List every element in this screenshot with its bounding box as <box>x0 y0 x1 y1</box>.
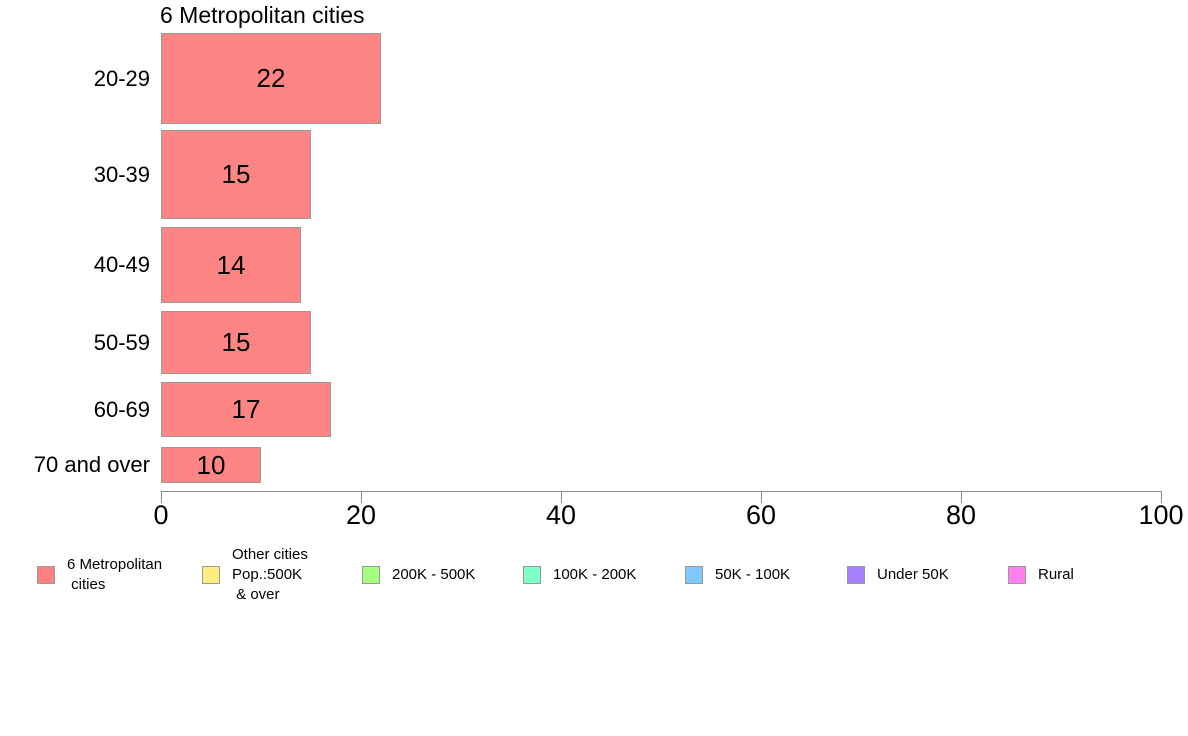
x-axis-tick-label: 80 <box>945 500 977 530</box>
x-axis-tick <box>161 491 162 503</box>
category-label: 60-69 <box>93 396 150 422</box>
x-axis-tick <box>761 491 762 503</box>
legend-swatch <box>362 566 380 584</box>
x-axis-tick <box>961 491 962 503</box>
legend-item-label: Other cities Pop.:500K & over <box>232 546 308 603</box>
bar <box>161 227 301 303</box>
bar-value-label: 15 <box>221 159 251 189</box>
legend-swatch <box>523 566 541 584</box>
x-axis-tick-label: 0 <box>153 500 169 530</box>
bar-value-label: 15 <box>221 327 251 357</box>
x-axis-line <box>161 491 1161 492</box>
x-axis-tick-label: 60 <box>745 500 777 530</box>
x-axis-tick <box>561 491 562 503</box>
category-label: 50-59 <box>93 329 150 355</box>
x-axis-tick-label: 100 <box>1138 500 1184 530</box>
category-label: 40-49 <box>93 252 150 277</box>
category-label: 20-29 <box>93 65 150 91</box>
bar <box>161 311 311 374</box>
legend-swatch <box>202 566 220 584</box>
legend-item-label: 200K - 500K <box>392 566 476 583</box>
bar <box>161 382 331 437</box>
chart-title: 6 Metropolitan cities <box>160 2 365 28</box>
legend-item-label: 50K - 100K <box>715 566 791 583</box>
bar-value-label: 14 <box>216 249 246 280</box>
legend-swatch <box>685 566 703 584</box>
bar-value-label: 17 <box>231 394 261 424</box>
bar <box>161 130 311 219</box>
legend-swatch <box>847 566 865 584</box>
legend-item-label: Rural <box>1038 566 1074 583</box>
x-axis-tick <box>1161 491 1162 503</box>
legend-item-label: Under 50K <box>877 566 949 583</box>
category-label: 70 and over <box>33 452 150 477</box>
bar <box>161 447 261 483</box>
bar <box>161 33 381 124</box>
legend-swatch <box>1008 566 1026 584</box>
x-axis-tick-label: 20 <box>345 500 377 530</box>
bar-value-label: 10 <box>196 449 226 480</box>
bar-value-label: 22 <box>256 63 286 93</box>
legend-item-label: 100K - 200K <box>553 566 637 583</box>
x-axis-tick <box>361 491 362 503</box>
x-axis-tick-label: 40 <box>545 500 577 530</box>
legend-item-label: 6 Metropolitan cities <box>67 556 163 593</box>
category-label: 30-39 <box>93 161 150 187</box>
legend-swatch <box>37 566 55 584</box>
